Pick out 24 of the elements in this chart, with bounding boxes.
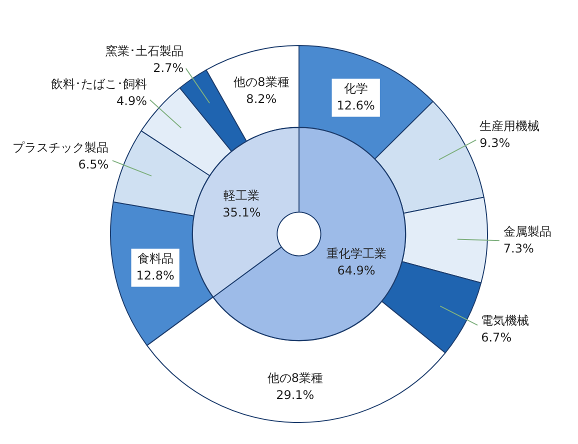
data-label: 35.1% bbox=[222, 206, 261, 220]
slice-label: 重化学工業 bbox=[326, 246, 386, 261]
data-label: 29.1% bbox=[276, 388, 314, 402]
slice-label: プラスチック製品 bbox=[12, 140, 109, 155]
slice-label: 他の8業種 bbox=[234, 74, 290, 89]
data-label: 4.9% bbox=[116, 94, 147, 108]
data-label: 12.6% bbox=[336, 98, 375, 112]
slice-label: 窯業･土石製品 bbox=[106, 44, 184, 58]
slice-label: 金属製品 bbox=[503, 224, 552, 239]
slice-label: 化学 bbox=[344, 81, 368, 96]
slice-label: 生産用機械 bbox=[480, 118, 540, 133]
slice-label: 食料品 bbox=[137, 251, 174, 266]
slice-label: 飲料･たばこ･飼料 bbox=[51, 76, 147, 91]
data-label: 9.3% bbox=[480, 136, 510, 150]
data-label: 8.2% bbox=[246, 92, 277, 106]
data-label: 64.9% bbox=[337, 264, 376, 278]
data-label: 6.7% bbox=[481, 330, 512, 344]
data-label: 2.7% bbox=[153, 60, 184, 75]
data-label: 6.5% bbox=[78, 158, 109, 172]
data-label: 7.3% bbox=[503, 242, 534, 256]
slice-label: 他の8業種 bbox=[267, 371, 323, 386]
slice-label: 電気機械 bbox=[481, 313, 530, 328]
data-label: 12.8% bbox=[136, 268, 174, 282]
slice-label: 軽工業 bbox=[224, 188, 260, 203]
